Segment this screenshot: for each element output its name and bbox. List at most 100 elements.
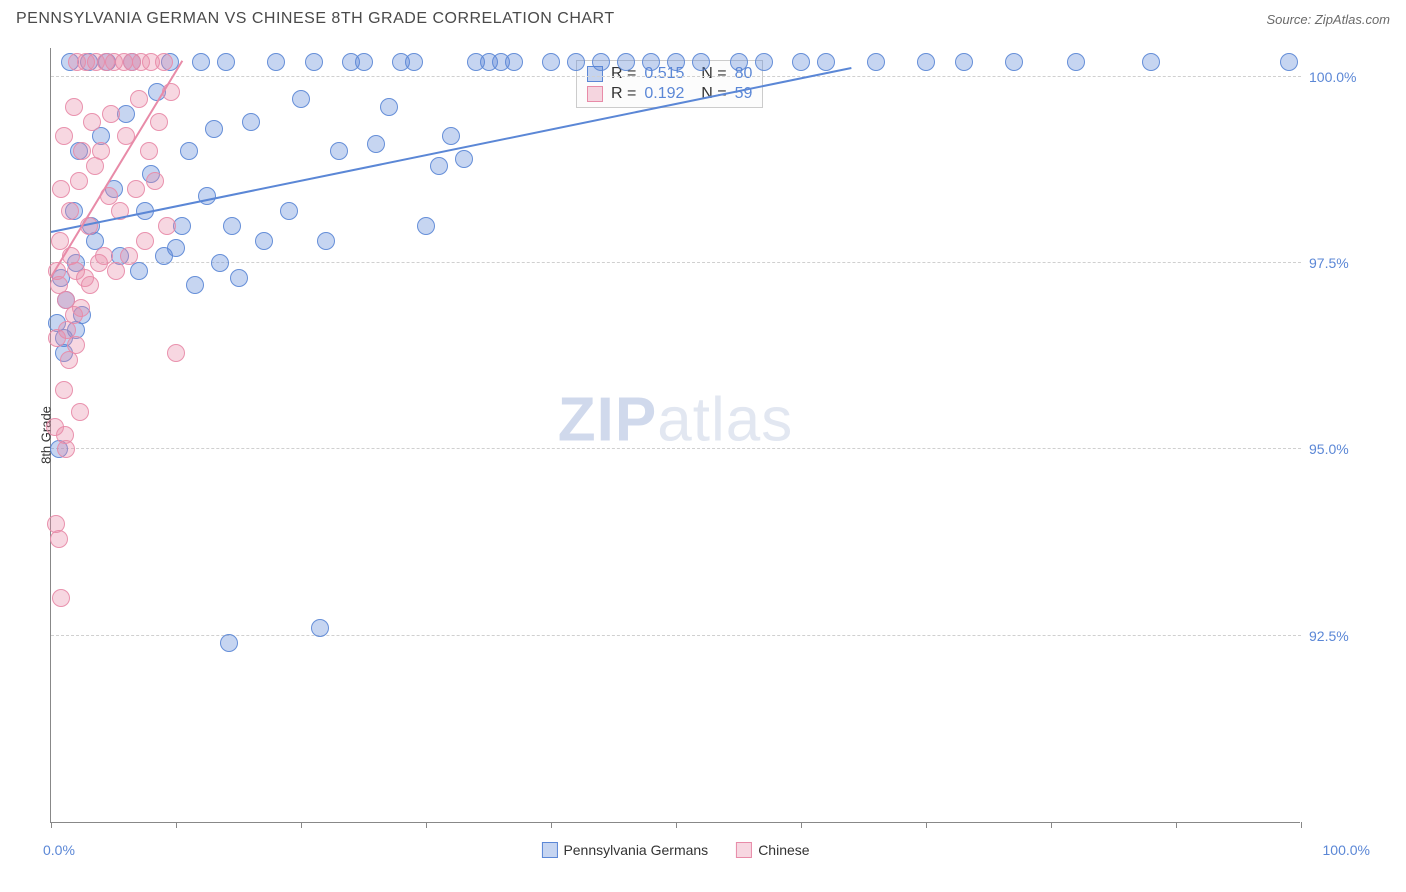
scatter-point [617, 53, 635, 71]
scatter-point [792, 53, 810, 71]
scatter-point [567, 53, 585, 71]
gridline-horizontal [51, 76, 1301, 77]
scatter-point [120, 247, 138, 265]
scatter-point [455, 150, 473, 168]
scatter-point [95, 247, 113, 265]
legend-label: Pennsylvania Germans [563, 842, 708, 858]
x-tick-mark [926, 822, 927, 828]
y-tick-label: 92.5% [1309, 628, 1349, 644]
scatter-point [180, 142, 198, 160]
scatter-point [67, 336, 85, 354]
scatter-point [367, 135, 385, 153]
scatter-point [186, 276, 204, 294]
x-tick-mark [1176, 822, 1177, 828]
legend-swatch [541, 842, 557, 858]
scatter-point [255, 232, 273, 250]
scatter-point [267, 53, 285, 71]
y-tick-label: 95.0% [1309, 441, 1349, 457]
stats-r-label: R = [611, 85, 636, 103]
watermark: ZIPatlas [558, 384, 793, 455]
scatter-point [311, 619, 329, 637]
scatter-point [127, 180, 145, 198]
stats-swatch [587, 86, 603, 102]
scatter-point [65, 98, 83, 116]
scatter-point [917, 53, 935, 71]
scatter-point [223, 217, 241, 235]
scatter-point [280, 202, 298, 220]
scatter-point [730, 53, 748, 71]
scatter-point [242, 113, 260, 131]
scatter-point [167, 344, 185, 362]
scatter-point [102, 105, 120, 123]
scatter-point [542, 53, 560, 71]
scatter-point [220, 634, 238, 652]
x-tick-mark [176, 822, 177, 828]
scatter-point [107, 262, 125, 280]
scatter-point [71, 403, 89, 421]
scatter-point [417, 217, 435, 235]
x-tick-label-left: 0.0% [43, 842, 75, 858]
scatter-point [305, 53, 323, 71]
x-tick-mark [301, 822, 302, 828]
y-tick-label: 97.5% [1309, 255, 1349, 271]
scatter-point [70, 172, 88, 190]
scatter-point [430, 157, 448, 175]
scatter-point [205, 120, 223, 138]
gridline-horizontal [51, 635, 1301, 636]
x-tick-mark [1051, 822, 1052, 828]
scatter-point [192, 53, 210, 71]
scatter-point [1142, 53, 1160, 71]
x-tick-mark [1301, 822, 1302, 828]
scatter-point [130, 90, 148, 108]
x-tick-mark [426, 822, 427, 828]
scatter-point [317, 232, 335, 250]
scatter-point [817, 53, 835, 71]
plot-area: 8th Grade ZIPatlas R = 0.515 N = 80R = 0… [50, 48, 1300, 823]
scatter-point [130, 262, 148, 280]
scatter-point [140, 142, 158, 160]
scatter-point [867, 53, 885, 71]
scatter-point [51, 232, 69, 250]
scatter-point [330, 142, 348, 160]
scatter-point [355, 53, 373, 71]
scatter-point [155, 53, 173, 71]
legend-item: Chinese [736, 842, 809, 858]
scatter-point [55, 127, 73, 145]
scatter-point [292, 90, 310, 108]
scatter-point [230, 269, 248, 287]
scatter-point [167, 239, 185, 257]
scatter-point [505, 53, 523, 71]
x-tick-mark [51, 822, 52, 828]
gridline-horizontal [51, 262, 1301, 263]
scatter-point [73, 142, 91, 160]
scatter-point [52, 589, 70, 607]
watermark-bold: ZIP [558, 385, 657, 454]
scatter-point [405, 53, 423, 71]
scatter-point [61, 202, 79, 220]
x-tick-label-right: 100.0% [1323, 842, 1370, 858]
chart-header: PENNSYLVANIA GERMAN VS CHINESE 8TH GRADE… [0, 0, 1406, 36]
scatter-point [146, 172, 164, 190]
chart-title: PENNSYLVANIA GERMAN VS CHINESE 8TH GRADE… [16, 10, 615, 28]
scatter-point [158, 217, 176, 235]
scatter-point [65, 306, 83, 324]
scatter-point [83, 113, 101, 131]
scatter-point [642, 53, 660, 71]
scatter-point [92, 142, 110, 160]
stats-r-value: 0.192 [644, 85, 684, 103]
scatter-point [667, 53, 685, 71]
scatter-point [442, 127, 460, 145]
legend-label: Chinese [758, 842, 809, 858]
legend-item: Pennsylvania Germans [541, 842, 708, 858]
scatter-point [136, 232, 154, 250]
watermark-light: atlas [657, 385, 793, 454]
x-tick-mark [551, 822, 552, 828]
scatter-point [1067, 53, 1085, 71]
scatter-point [50, 530, 68, 548]
scatter-point [217, 53, 235, 71]
trend-line [50, 60, 183, 277]
scatter-point [150, 113, 168, 131]
scatter-point [692, 53, 710, 71]
scatter-point [81, 276, 99, 294]
scatter-point [211, 254, 229, 272]
